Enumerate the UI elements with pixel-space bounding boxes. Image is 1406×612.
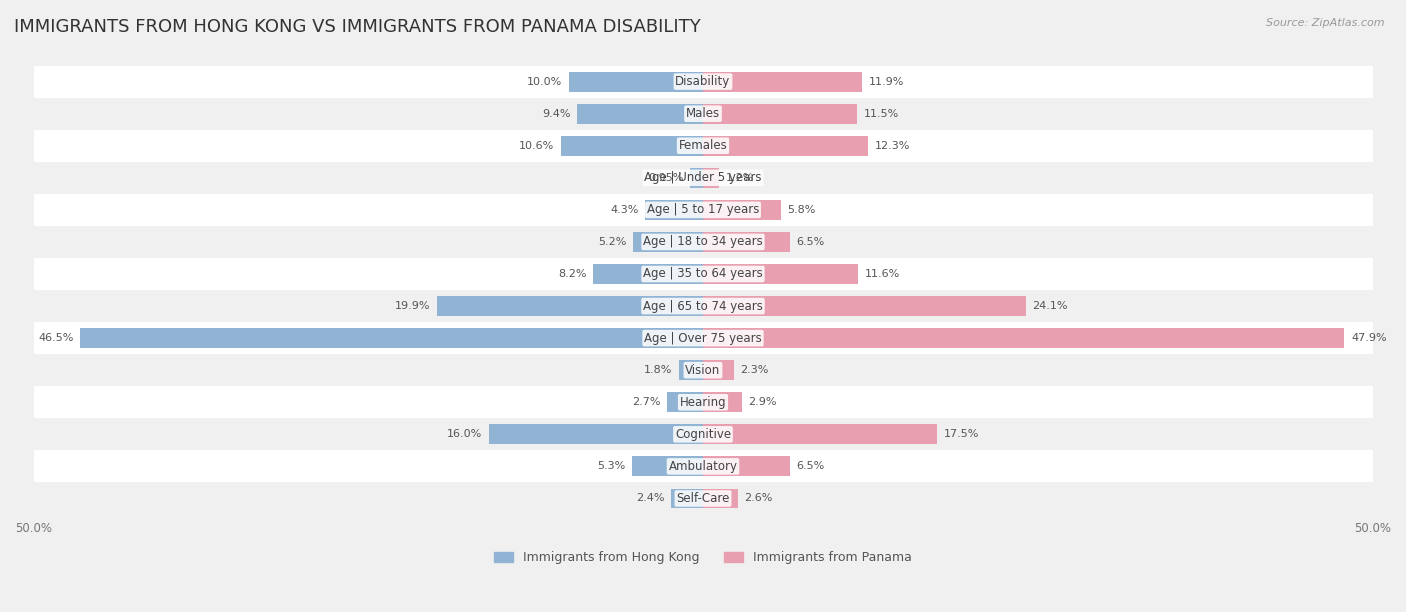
Bar — [703, 72, 862, 92]
Bar — [703, 488, 738, 509]
Text: 16.0%: 16.0% — [447, 430, 482, 439]
Text: 2.6%: 2.6% — [745, 493, 773, 504]
Text: 47.9%: 47.9% — [1351, 333, 1386, 343]
Text: 8.2%: 8.2% — [558, 269, 586, 279]
Text: 11.5%: 11.5% — [863, 109, 898, 119]
Text: 1.2%: 1.2% — [725, 173, 754, 183]
Bar — [671, 488, 703, 509]
Text: 10.6%: 10.6% — [519, 141, 554, 151]
Text: 11.9%: 11.9% — [869, 76, 904, 86]
Bar — [703, 136, 868, 155]
Bar — [703, 232, 790, 252]
Bar — [679, 360, 703, 380]
Bar — [703, 264, 858, 284]
Bar — [80, 328, 703, 348]
Bar — [576, 103, 703, 124]
Bar — [593, 264, 703, 284]
Bar — [34, 354, 1372, 386]
Text: 2.9%: 2.9% — [748, 397, 778, 407]
Text: 2.4%: 2.4% — [636, 493, 664, 504]
Text: Females: Females — [679, 140, 727, 152]
Bar — [703, 457, 790, 476]
Bar — [703, 103, 858, 124]
Bar — [34, 386, 1372, 418]
Bar — [703, 328, 1344, 348]
Bar — [34, 418, 1372, 450]
Bar — [34, 194, 1372, 226]
Bar — [690, 168, 703, 188]
Bar — [34, 162, 1372, 194]
Text: 2.7%: 2.7% — [631, 397, 661, 407]
Text: Cognitive: Cognitive — [675, 428, 731, 441]
Text: 2.3%: 2.3% — [741, 365, 769, 375]
Bar — [34, 65, 1372, 98]
Text: IMMIGRANTS FROM HONG KONG VS IMMIGRANTS FROM PANAMA DISABILITY: IMMIGRANTS FROM HONG KONG VS IMMIGRANTS … — [14, 18, 700, 36]
Text: 46.5%: 46.5% — [38, 333, 73, 343]
Bar — [645, 200, 703, 220]
Bar — [561, 136, 703, 155]
Bar — [703, 200, 780, 220]
Text: Males: Males — [686, 107, 720, 120]
Text: Self-Care: Self-Care — [676, 492, 730, 505]
Legend: Immigrants from Hong Kong, Immigrants from Panama: Immigrants from Hong Kong, Immigrants fr… — [494, 551, 912, 564]
Text: 6.5%: 6.5% — [797, 237, 825, 247]
Bar — [34, 450, 1372, 482]
Bar — [489, 424, 703, 444]
Text: Age | 5 to 17 years: Age | 5 to 17 years — [647, 203, 759, 217]
Text: Source: ZipAtlas.com: Source: ZipAtlas.com — [1267, 18, 1385, 28]
Bar — [569, 72, 703, 92]
Text: Disability: Disability — [675, 75, 731, 88]
Text: Age | Under 5 years: Age | Under 5 years — [644, 171, 762, 184]
Text: Hearing: Hearing — [679, 396, 727, 409]
Text: 5.3%: 5.3% — [598, 461, 626, 471]
Bar — [703, 296, 1026, 316]
Bar — [34, 130, 1372, 162]
Bar — [633, 232, 703, 252]
Bar — [633, 457, 703, 476]
Bar — [34, 322, 1372, 354]
Bar — [34, 226, 1372, 258]
Text: 12.3%: 12.3% — [875, 141, 910, 151]
Bar — [703, 392, 742, 412]
Text: 17.5%: 17.5% — [943, 430, 980, 439]
Bar — [34, 290, 1372, 322]
Text: Age | Over 75 years: Age | Over 75 years — [644, 332, 762, 345]
Text: Age | 65 to 74 years: Age | 65 to 74 years — [643, 299, 763, 313]
Text: 19.9%: 19.9% — [394, 301, 430, 311]
Bar — [34, 258, 1372, 290]
Text: 4.3%: 4.3% — [610, 205, 638, 215]
Text: Age | 18 to 34 years: Age | 18 to 34 years — [643, 236, 763, 248]
Text: 6.5%: 6.5% — [797, 461, 825, 471]
Bar — [436, 296, 703, 316]
Text: 0.95%: 0.95% — [648, 173, 683, 183]
Text: 5.2%: 5.2% — [599, 237, 627, 247]
Text: 1.8%: 1.8% — [644, 365, 672, 375]
Bar — [34, 98, 1372, 130]
Text: Ambulatory: Ambulatory — [668, 460, 738, 473]
Bar — [703, 360, 734, 380]
Text: 10.0%: 10.0% — [527, 76, 562, 86]
Bar — [666, 392, 703, 412]
Text: Vision: Vision — [685, 364, 721, 377]
Text: 5.8%: 5.8% — [787, 205, 815, 215]
Text: 11.6%: 11.6% — [865, 269, 900, 279]
Text: 24.1%: 24.1% — [1032, 301, 1069, 311]
Text: 9.4%: 9.4% — [541, 109, 571, 119]
Bar — [703, 424, 938, 444]
Text: Age | 35 to 64 years: Age | 35 to 64 years — [643, 267, 763, 280]
Bar — [34, 482, 1372, 515]
Bar — [703, 168, 718, 188]
